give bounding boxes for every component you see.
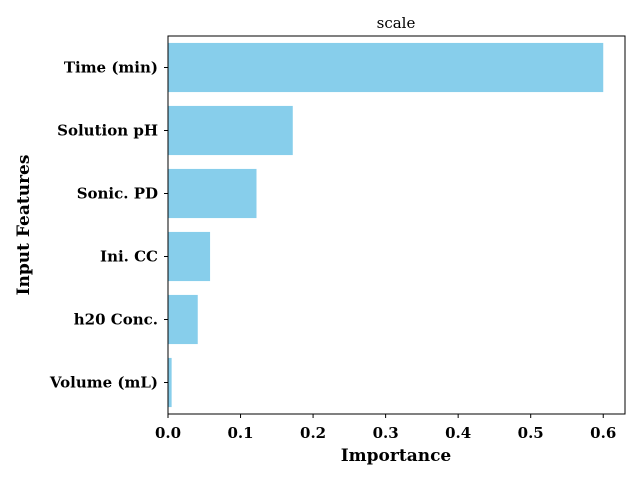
x-tick-label-0: 0.0 bbox=[155, 424, 181, 442]
x-tick-label-2: 0.2 bbox=[300, 424, 326, 442]
y-tick-label-4: h20 Conc. bbox=[74, 311, 158, 329]
chart-title: scale bbox=[377, 14, 416, 32]
y-tick-label-5: Volume (mL) bbox=[49, 374, 158, 392]
y-axis-label: Input Features bbox=[14, 155, 34, 296]
x-tick-label-3: 0.3 bbox=[373, 424, 399, 442]
y-tick-label-2: Sonic. PD bbox=[77, 185, 158, 203]
x-ticks-group: 0.0 0.1 0.2 0.3 0.4 0.5 0.6 bbox=[155, 414, 616, 442]
x-tick-label-6: 0.6 bbox=[590, 424, 616, 442]
y-tick-label-0: Time (min) bbox=[64, 59, 158, 77]
bars-group bbox=[168, 42, 604, 408]
x-tick-label-5: 0.5 bbox=[518, 424, 544, 442]
bar-1 bbox=[168, 105, 293, 156]
x-axis-label: Importance bbox=[341, 446, 452, 466]
bar-5 bbox=[168, 357, 172, 408]
x-tick-label-1: 0.1 bbox=[227, 424, 253, 442]
plot-frame bbox=[167, 35, 626, 415]
bar-2 bbox=[168, 168, 257, 219]
x-tick-label-4: 0.4 bbox=[445, 424, 471, 442]
bar-4 bbox=[168, 294, 198, 345]
y-ticks-group: Time (min) Solution pH Sonic. PD Ini. CC h20… bbox=[49, 59, 168, 392]
y-tick-label-3: Ini. CC bbox=[100, 248, 158, 266]
bar-0 bbox=[168, 42, 604, 93]
y-tick-label-1: Solution pH bbox=[57, 122, 158, 140]
bar-3 bbox=[168, 231, 211, 282]
